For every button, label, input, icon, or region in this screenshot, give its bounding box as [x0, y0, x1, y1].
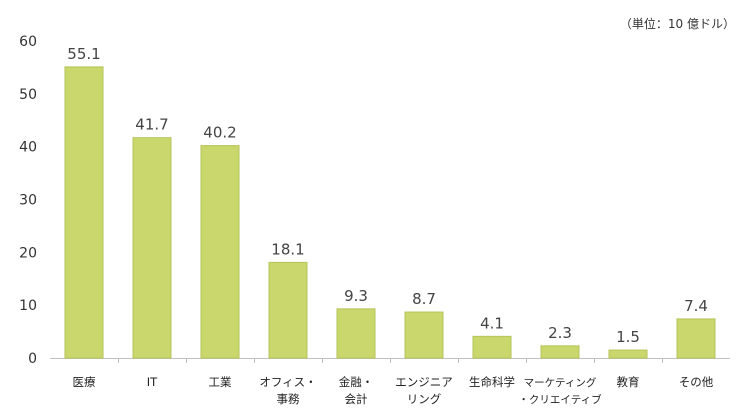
category-label: 生命科学: [469, 375, 515, 389]
category-label: 教育: [617, 375, 640, 389]
bars: [64, 66, 716, 359]
category-label: 会計: [345, 392, 368, 406]
y-tick-label: 50: [19, 87, 37, 103]
value-label: 40.2: [203, 124, 236, 142]
unit-note: （単位：10 億ドル）: [620, 16, 735, 31]
bar: [132, 137, 172, 359]
labels: 55.1 医療 41.7 IT 40.2 工業 18.1 オフィス・事務 9.3 金融・会計 8.7…: [67, 45, 713, 406]
y-tick-label: 40: [19, 140, 37, 156]
value-label: 1.5: [616, 328, 640, 346]
bar: [200, 145, 240, 359]
category-label: 工業: [209, 375, 232, 389]
category-label: マーケティング: [524, 376, 597, 389]
value-label: 9.3: [344, 287, 368, 305]
category-label: リング: [407, 392, 442, 406]
bar: [676, 318, 716, 359]
value-label: 18.1: [271, 240, 304, 258]
y-tick-label: 60: [19, 34, 37, 50]
y-tick-label: 20: [19, 245, 37, 261]
category-label: 事務: [277, 392, 300, 406]
category-label: オフィス・: [259, 375, 316, 389]
bar: [64, 66, 104, 359]
category-label: その他: [679, 375, 714, 389]
category-label: ・クリエイティブ: [518, 393, 602, 406]
bar: [268, 261, 308, 359]
bar: [404, 311, 444, 359]
category-label: エンジニア: [395, 375, 453, 389]
category-label: 医療: [73, 375, 96, 389]
category-label: IT: [147, 375, 158, 389]
y-tick-label: 0: [28, 351, 37, 367]
value-label: 4.1: [480, 314, 504, 332]
bar: [336, 308, 376, 359]
category-label: 金融・: [339, 375, 374, 389]
bar: [608, 349, 648, 359]
value-label: 55.1: [67, 45, 100, 63]
value-label: 41.7: [135, 116, 168, 134]
value-label: 7.4: [684, 297, 708, 315]
value-label: 2.3: [548, 324, 572, 342]
y-tick-label: 30: [19, 193, 37, 209]
value-label: 8.7: [412, 290, 436, 308]
y-tick-label: 10: [19, 298, 37, 314]
bar: [472, 335, 512, 359]
bar: [540, 345, 580, 359]
